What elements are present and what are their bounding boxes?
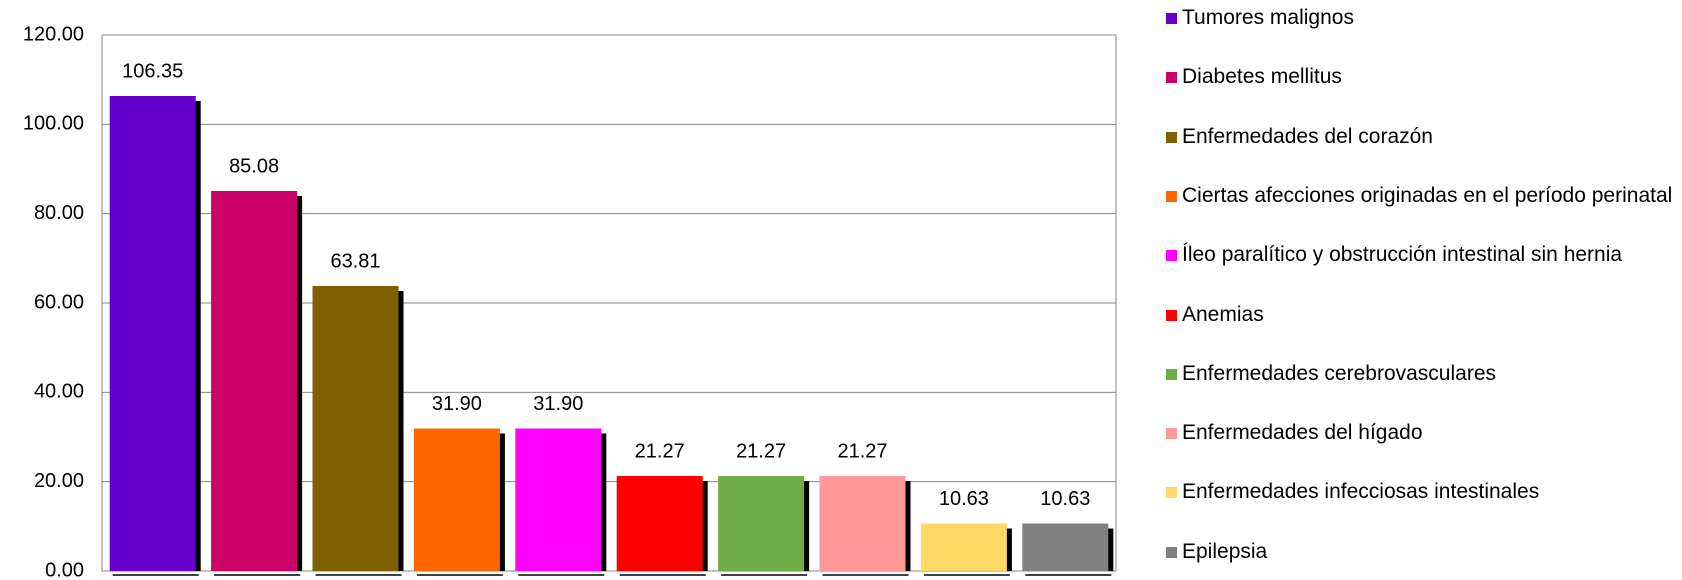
y-tick-label: 80.00: [34, 202, 84, 224]
data-label: 31.90: [533, 393, 583, 415]
y-tick-label: 40.00: [34, 381, 84, 403]
legend-label: Enfermedades del corazón: [1182, 124, 1433, 148]
y-tick-label: 0.00: [45, 559, 84, 580]
legend-swatch: [1166, 72, 1177, 84]
bar: [312, 285, 399, 571]
data-label: 21.27: [635, 440, 685, 462]
legend-item: Ciertas afecciones originadas en el perí…: [1166, 184, 1676, 208]
legend-item: Enfermedades del hígado: [1166, 421, 1676, 445]
bar: [1022, 523, 1109, 571]
data-label: 10.63: [1040, 488, 1090, 510]
legend-label: Ciertas afecciones originadas en el perí…: [1182, 183, 1673, 207]
legend-label: Enfermedades cerebrovasculares: [1182, 361, 1496, 385]
bar: [515, 428, 602, 571]
legend-label: Enfermedades del hígado: [1182, 421, 1423, 445]
legend-swatch: [1166, 546, 1177, 558]
legend-label: Enfermedades infecciosas intestinales: [1182, 480, 1540, 504]
legend-label: Tumores malignos: [1182, 6, 1354, 29]
data-label: 10.63: [939, 488, 989, 510]
legend-swatch: [1166, 131, 1177, 143]
legend-swatch: [1166, 190, 1177, 202]
legend-item: Anemias: [1166, 303, 1676, 327]
legend-swatch: [1166, 487, 1177, 499]
legend-label: Epilepsia: [1182, 539, 1268, 563]
legend-label: Diabetes mellitus: [1182, 65, 1342, 89]
data-label: 63.81: [330, 250, 380, 272]
data-label: 21.27: [837, 440, 887, 462]
bar: [109, 95, 196, 571]
legend-swatch: [1166, 13, 1177, 24]
bar: [616, 475, 703, 571]
legend-label: Íleo paralítico y obstrucción intestinal…: [1182, 243, 1623, 267]
legend-item: Diabetes mellitus: [1166, 65, 1676, 89]
bar: [718, 475, 805, 571]
bar: [413, 428, 500, 571]
legend-item: Enfermedades del corazón: [1166, 125, 1676, 149]
legend-swatch: [1166, 250, 1177, 262]
bar: [920, 523, 1007, 571]
legend-swatch: [1166, 309, 1177, 321]
y-tick-label: 120.00: [23, 23, 84, 45]
legend-item: Enfermedades cerebrovasculares: [1166, 362, 1676, 386]
legend-item: Epilepsia: [1166, 540, 1676, 564]
legend-item: Tumores malignos: [1166, 6, 1676, 30]
legend-swatch: [1166, 428, 1177, 440]
bar: [819, 475, 906, 571]
y-tick-label: 100.00: [23, 113, 84, 135]
legend-item: Enfermedades infecciosas intestinales: [1166, 480, 1676, 504]
y-tick-label: 20.00: [34, 470, 84, 492]
y-tick-label: 60.00: [34, 291, 84, 313]
data-label: 85.08: [229, 155, 279, 177]
legend-swatch: [1166, 368, 1177, 380]
legend-label: Anemias: [1182, 302, 1264, 326]
data-label: 106.35: [122, 60, 183, 82]
data-label: 21.27: [736, 440, 786, 462]
data-label: 31.90: [432, 393, 482, 415]
legend-item: Íleo paralítico y obstrucción intestinal…: [1166, 243, 1676, 267]
bar: [211, 190, 298, 571]
